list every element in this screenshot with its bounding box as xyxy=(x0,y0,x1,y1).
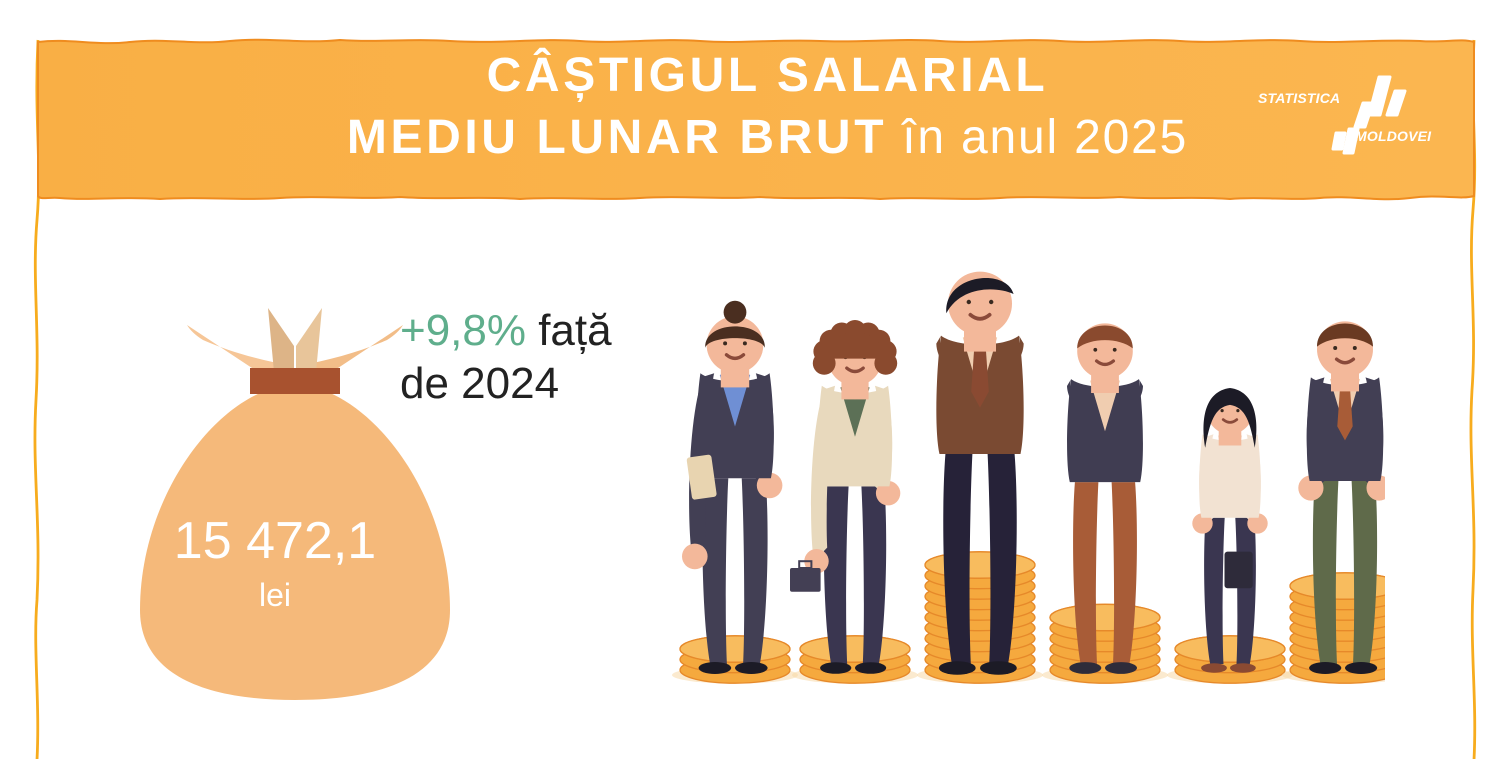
svg-text:MOLDOVEI: MOLDOVEI xyxy=(1355,128,1432,144)
svg-text:STATISTICA: STATISTICA xyxy=(1258,90,1340,106)
